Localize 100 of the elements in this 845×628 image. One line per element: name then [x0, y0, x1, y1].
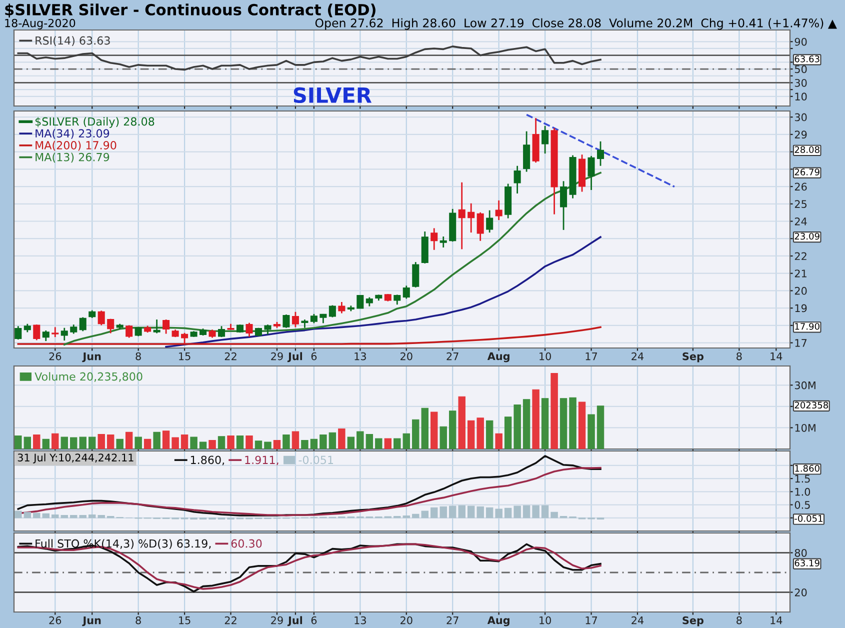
text: 23.09	[794, 232, 820, 240]
candlestick	[495, 200, 502, 221]
text: 26.79	[794, 168, 820, 176]
text: 202358	[794, 402, 828, 409]
y-tick-label: 24	[794, 217, 807, 226]
legend-label: MA(34) 23.09	[36, 128, 110, 139]
bar	[550, 512, 558, 518]
candlestick	[394, 294, 401, 306]
bar	[375, 438, 382, 449]
y-tick-label: 30	[794, 78, 807, 87]
x-tick-label: 14	[770, 352, 782, 360]
y-tick-label: 10M	[795, 424, 816, 432]
bar	[190, 436, 198, 449]
candlestick	[218, 325, 226, 338]
candlestick	[468, 202, 475, 234]
x-tick-label: 20	[400, 616, 412, 624]
x-tick-label: 13	[354, 352, 366, 360]
candlestick	[282, 314, 290, 329]
x-tick-label: 8	[736, 352, 742, 360]
legend-label: MA(13) 26.79	[36, 152, 110, 163]
bar	[504, 508, 512, 518]
bar	[33, 434, 40, 449]
bar	[356, 431, 364, 449]
bar	[522, 505, 530, 518]
bar	[282, 434, 290, 449]
bar	[14, 436, 22, 449]
candlestick	[292, 311, 299, 328]
x-tick-label: Aug	[487, 616, 510, 626]
bar	[24, 512, 32, 518]
bar	[550, 372, 558, 449]
bar	[514, 506, 521, 518]
x-tick-label: 10	[540, 616, 551, 624]
candlestick	[126, 324, 133, 338]
legend-label: $SILVER (Daily) 28.08	[35, 117, 154, 128]
line-series	[165, 236, 602, 348]
bar	[384, 438, 392, 449]
candlestick	[42, 330, 50, 342]
bar	[467, 420, 475, 449]
candlestick	[402, 284, 410, 300]
candlestick	[153, 318, 160, 334]
x-tick-label: 15	[179, 616, 190, 624]
bar	[218, 436, 226, 449]
candlestick	[356, 295, 364, 309]
y-tick-label: 10	[795, 92, 807, 101]
bar	[476, 418, 484, 449]
bar	[467, 506, 475, 518]
bar	[522, 399, 530, 449]
candlestick	[440, 236, 447, 248]
legend-label: 1.911,	[245, 456, 278, 466]
candlestick	[476, 212, 484, 242]
chart-subtitle: 18-Aug-2020	[5, 18, 76, 30]
x-tick-label: 24	[632, 352, 644, 360]
legend-label: Full STO %K(14,3) %D(3) 63.19,	[36, 539, 211, 550]
x-tick-label: Jul	[287, 616, 302, 626]
bar	[301, 440, 308, 449]
bar	[106, 434, 114, 449]
text: 28.08	[794, 146, 820, 154]
candlestick	[542, 125, 549, 154]
bar	[541, 398, 549, 449]
x-tick-label: Sep	[682, 616, 704, 626]
candlestick	[181, 332, 188, 345]
x-tick-label: 26	[49, 616, 62, 624]
x-tick-label: 17	[586, 616, 597, 624]
bar	[273, 440, 281, 449]
x-tick-label: 6	[311, 352, 317, 360]
bar	[495, 508, 502, 518]
candlestick	[52, 326, 59, 338]
text: -0.051	[794, 515, 822, 522]
bar	[153, 432, 160, 449]
bar	[458, 396, 466, 449]
bar	[495, 433, 502, 449]
x-tick-label: Sep	[682, 352, 704, 362]
candlestick	[264, 324, 272, 336]
x-tick-label: 27	[446, 352, 458, 360]
candlestick	[366, 296, 373, 308]
x-tick-label: 8	[136, 616, 141, 624]
bar	[476, 506, 484, 518]
bar	[440, 426, 447, 449]
y-tick-label: 21	[794, 270, 806, 278]
candlestick	[514, 165, 521, 194]
bar	[208, 440, 216, 449]
bar	[246, 436, 253, 449]
legend-label: -0.051	[298, 456, 334, 464]
y-tick-label: 17	[795, 339, 807, 347]
bar	[310, 438, 318, 449]
x-tick-label: 22	[224, 352, 236, 360]
bar	[42, 438, 50, 449]
x-tick-label: Jun	[82, 352, 101, 362]
candlestick	[588, 155, 595, 191]
bar	[14, 510, 22, 518]
y-tick-label: 26	[794, 182, 807, 191]
bar	[60, 436, 68, 449]
bar	[162, 430, 170, 449]
chart-title: SILVER	[294, 87, 372, 104]
candlestick	[338, 301, 346, 314]
line-series	[17, 326, 602, 345]
candlestick	[596, 140, 604, 167]
x-tick-label: 6	[311, 616, 317, 624]
chart-title: $SILVER Silver - Continuous Contract (EOD)	[5, 4, 376, 18]
line-series	[17, 46, 602, 71]
